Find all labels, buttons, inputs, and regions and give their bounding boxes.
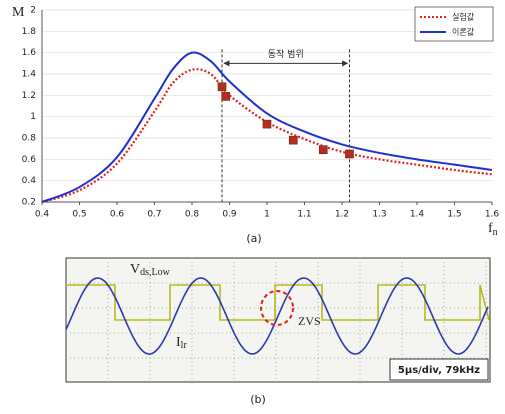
y-tick-label: 0.2 (22, 198, 36, 208)
y-axis-label: M (12, 5, 25, 20)
x-tick-label: 1.6 (485, 210, 500, 220)
data-point (222, 92, 230, 100)
voltage-sub: ds,Low (140, 267, 171, 278)
x-tick-label: 1.5 (447, 210, 461, 220)
y-tick-label: 2 (30, 6, 36, 16)
x-label-sub: n (493, 227, 498, 238)
zvs-label: ZVS (298, 314, 321, 328)
y-tick-label: 1.8 (22, 27, 37, 37)
y-tick-label: 1 (30, 112, 36, 122)
legend-label: 이론값 (452, 27, 475, 37)
y-tick-label: 0.6 (22, 155, 37, 165)
caption-a: (a) (246, 232, 261, 245)
x-tick-label: 0.5 (72, 210, 86, 220)
data-point (263, 120, 271, 128)
x-tick-label: 1.3 (372, 210, 386, 220)
x-tick-label: 0.7 (147, 210, 161, 220)
series-line (42, 69, 492, 202)
x-tick-label: 1 (264, 210, 270, 220)
legend-label: 실험값 (452, 12, 475, 22)
x-tick-label: 0.4 (35, 210, 50, 220)
x-tick-label: 1.1 (297, 210, 311, 220)
y-tick-label: 1.4 (22, 70, 37, 80)
data-point (346, 150, 354, 158)
data-point (218, 83, 226, 91)
figure: M fn (a) 0.2 0.4 0.6 0.8 1 1.2 1.4 1.6 1.8 2 0.4 0.… (0, 0, 505, 410)
y-tick-label: 1.6 (22, 48, 37, 58)
x-tick-label: 0.8 (185, 210, 200, 220)
x-tick-label: 0.6 (110, 210, 125, 220)
annotation: 동작 범위 (268, 49, 304, 60)
y-tick-label: 0.8 (22, 134, 37, 144)
data-point (319, 146, 327, 154)
y-tick-label: 0.4 (22, 176, 37, 186)
y-tick-label: 1.2 (22, 91, 36, 101)
x-tick-label: 0.9 (222, 210, 237, 220)
data-point (289, 136, 297, 144)
current-sub: lr (181, 340, 188, 351)
x-tick-label: 1.4 (410, 210, 425, 220)
x-axis-label: fn (488, 221, 498, 238)
x-tick-label: 1.2 (335, 210, 349, 220)
caption-b: (b) (250, 393, 266, 406)
setting-label: 5μs/div, 79kHz (398, 365, 480, 376)
voltage-main: V (130, 262, 140, 277)
